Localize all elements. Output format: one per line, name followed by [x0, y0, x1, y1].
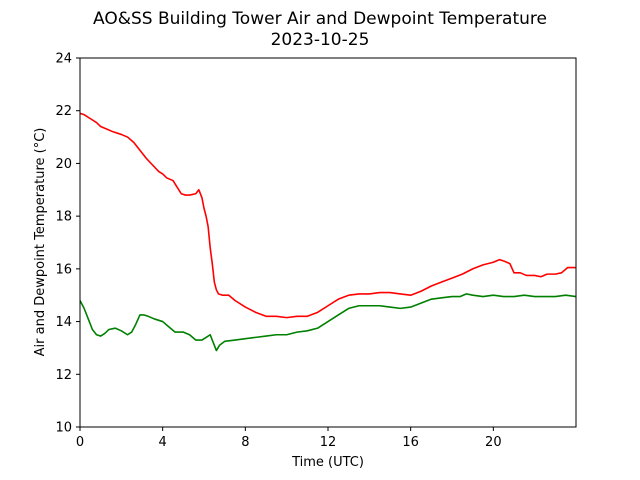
y-axis-ticks: 10 12 14 16 18 20 22 24	[55, 52, 80, 436]
x-tick-label-5: 20	[485, 435, 502, 450]
x-tick-label-2: 8	[241, 435, 249, 450]
y-tick-label-4: 18	[55, 210, 72, 225]
x-axis-ticks: 0 4 8 12 16 20	[76, 427, 502, 450]
chart-title: AO&SS Building Tower Air and Dewpoint Te…	[93, 9, 547, 29]
series-layer	[79, 112, 577, 352]
y-tick-label-5: 20	[55, 157, 72, 172]
series-line-1	[79, 293, 577, 352]
y-tick-label-1: 12	[55, 368, 72, 383]
y-tick-label-6: 22	[55, 104, 72, 119]
y-tick-label-7: 24	[55, 52, 72, 67]
x-tick-label-3: 12	[320, 435, 337, 450]
chart-subtitle: 2023-10-25	[271, 30, 370, 50]
x-tick-label-0: 0	[76, 435, 84, 450]
y-tick-label-3: 16	[55, 262, 72, 277]
x-axis-label: Time (UTC)	[291, 455, 364, 470]
plot-area: 0 4 8 12 16 20 10 12 14 16 18 20 22 24	[55, 52, 577, 450]
y-tick-label-2: 14	[55, 315, 72, 330]
x-tick-label-4: 16	[402, 435, 419, 450]
axes-frame	[79, 57, 577, 428]
series-line-0	[79, 112, 576, 319]
y-tick-label-0: 10	[55, 421, 72, 436]
y-axis-label: Air and Dewpoint Temperature (°C)	[33, 128, 48, 357]
x-tick-label-1: 4	[159, 435, 167, 450]
